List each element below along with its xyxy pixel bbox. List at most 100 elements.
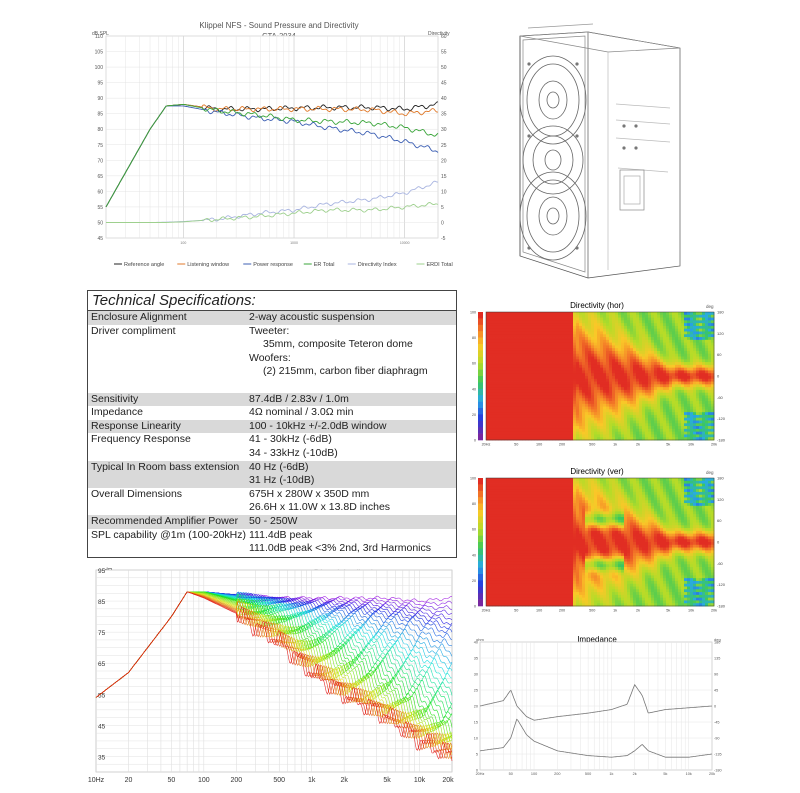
hor-map-cell — [600, 420, 604, 424]
ver-map-cell — [516, 491, 520, 496]
hor-map-cell — [504, 428, 508, 433]
hor-map-cell — [537, 417, 541, 421]
hor-map-cell — [522, 376, 526, 380]
hor-map-cell — [606, 339, 610, 344]
ver-map-cell — [543, 489, 547, 493]
hor-map-cell — [528, 339, 532, 344]
hor-map-cell — [660, 364, 664, 369]
hor-map-scale-cell — [478, 420, 483, 428]
ver-map-cell — [522, 578, 526, 582]
hor-map-cell — [705, 434, 709, 438]
hor-map-cell — [660, 409, 664, 413]
hor-map-cell — [531, 367, 535, 371]
hor-map-cell — [513, 323, 517, 327]
ver-map-cell — [522, 519, 526, 523]
hor-map-cell — [552, 350, 556, 355]
ver-map-cell — [540, 547, 544, 551]
ver-map-cell — [498, 586, 502, 590]
hor-map-cell — [630, 423, 634, 427]
hor-map-cell — [624, 364, 628, 369]
hor-map-cell — [606, 423, 610, 427]
ver-map-cell — [492, 564, 496, 568]
hor-map-cell — [489, 387, 493, 391]
hor-map-cell — [711, 337, 715, 341]
hor-map-cell — [549, 406, 553, 410]
hor-map-cell — [588, 353, 592, 357]
hor-map-cell — [600, 401, 604, 405]
hor-map-cell — [495, 345, 499, 349]
hor-map-cell — [657, 426, 661, 430]
hor-map-cell — [522, 364, 526, 369]
hor-map-cell — [549, 384, 553, 388]
hor-map-cell — [663, 323, 667, 327]
hor-map-cell — [648, 350, 652, 355]
ver-map-cell — [537, 494, 541, 498]
hor-map-cell — [558, 353, 562, 357]
hor-map-cell — [657, 409, 661, 413]
hor-map-cell — [639, 337, 643, 341]
ver-map-cell — [528, 530, 532, 535]
hor-map-cell — [528, 370, 532, 374]
hor-map-cell — [639, 406, 643, 410]
hor-map-cell — [549, 320, 553, 324]
ver-map-cell — [516, 597, 520, 601]
hor-map-cell — [516, 423, 520, 427]
hor-map-cell — [579, 384, 583, 388]
hor-map-cell — [705, 395, 709, 399]
directivity-ver-heatmap: Directivity (ver) deg 100806040200180120… — [470, 467, 726, 613]
hor-map-cell — [654, 356, 658, 360]
hor-map-cell — [699, 317, 703, 321]
hor-map-cell — [546, 312, 550, 316]
hor-map-cell — [495, 426, 499, 430]
hor-map-cell — [492, 314, 496, 318]
hor-map-cell — [645, 364, 649, 369]
hor-map-cell — [540, 328, 544, 332]
hor-map-cell — [633, 320, 637, 324]
hor-map-cell — [654, 403, 658, 408]
hor-map-cell — [591, 401, 595, 405]
ver-map-cell — [540, 580, 544, 585]
hor-map-cell — [543, 401, 547, 405]
hor-map-cell — [690, 376, 694, 380]
hor-map-cell — [594, 403, 598, 408]
hor-map-cell — [630, 350, 634, 355]
hor-map-cell — [627, 401, 631, 405]
hor-map-cell — [528, 345, 532, 349]
ver-map-cell — [513, 508, 517, 512]
hor-map-cell — [585, 370, 589, 374]
hor-map-cell — [579, 312, 583, 316]
ver-map-cell — [540, 550, 544, 554]
hor-map-cell — [684, 434, 688, 438]
hor-map-cell — [516, 395, 520, 399]
hor-map-cell — [528, 353, 532, 357]
hor-map-cell — [699, 334, 703, 338]
ver-map-cell — [549, 575, 553, 579]
ver-map-cell — [519, 564, 523, 568]
ver-map-cell — [492, 497, 496, 501]
ver-map-cell — [567, 511, 571, 515]
ver-map-cell — [498, 500, 502, 504]
ver-map-cell — [522, 505, 526, 510]
hor-map-cell — [495, 398, 499, 402]
hor-map-cell — [687, 314, 691, 318]
ver-map-cell — [546, 508, 550, 512]
hor-map-cell — [684, 339, 688, 344]
hor-map-cell — [534, 420, 538, 424]
hor-map-cell — [528, 420, 532, 424]
hor-map-cell — [642, 317, 646, 321]
ver-map-cell — [504, 561, 508, 565]
hor-map-cell — [648, 317, 652, 321]
hor-map-cell — [705, 320, 709, 324]
ver-map-cell — [543, 597, 547, 601]
hor-map-cell — [591, 423, 595, 427]
ver-map-cell — [504, 508, 508, 512]
hor-map-cell — [642, 420, 646, 424]
hor-map-cell — [489, 314, 493, 318]
ver-map-cell — [534, 519, 538, 523]
hor-map-cell — [510, 362, 514, 366]
hor-map-cell — [552, 395, 556, 399]
directivity-hor-unit: deg — [706, 304, 714, 309]
hor-map-cell — [678, 350, 682, 355]
hor-map-cell — [645, 428, 649, 433]
hor-map-cell — [543, 323, 547, 327]
